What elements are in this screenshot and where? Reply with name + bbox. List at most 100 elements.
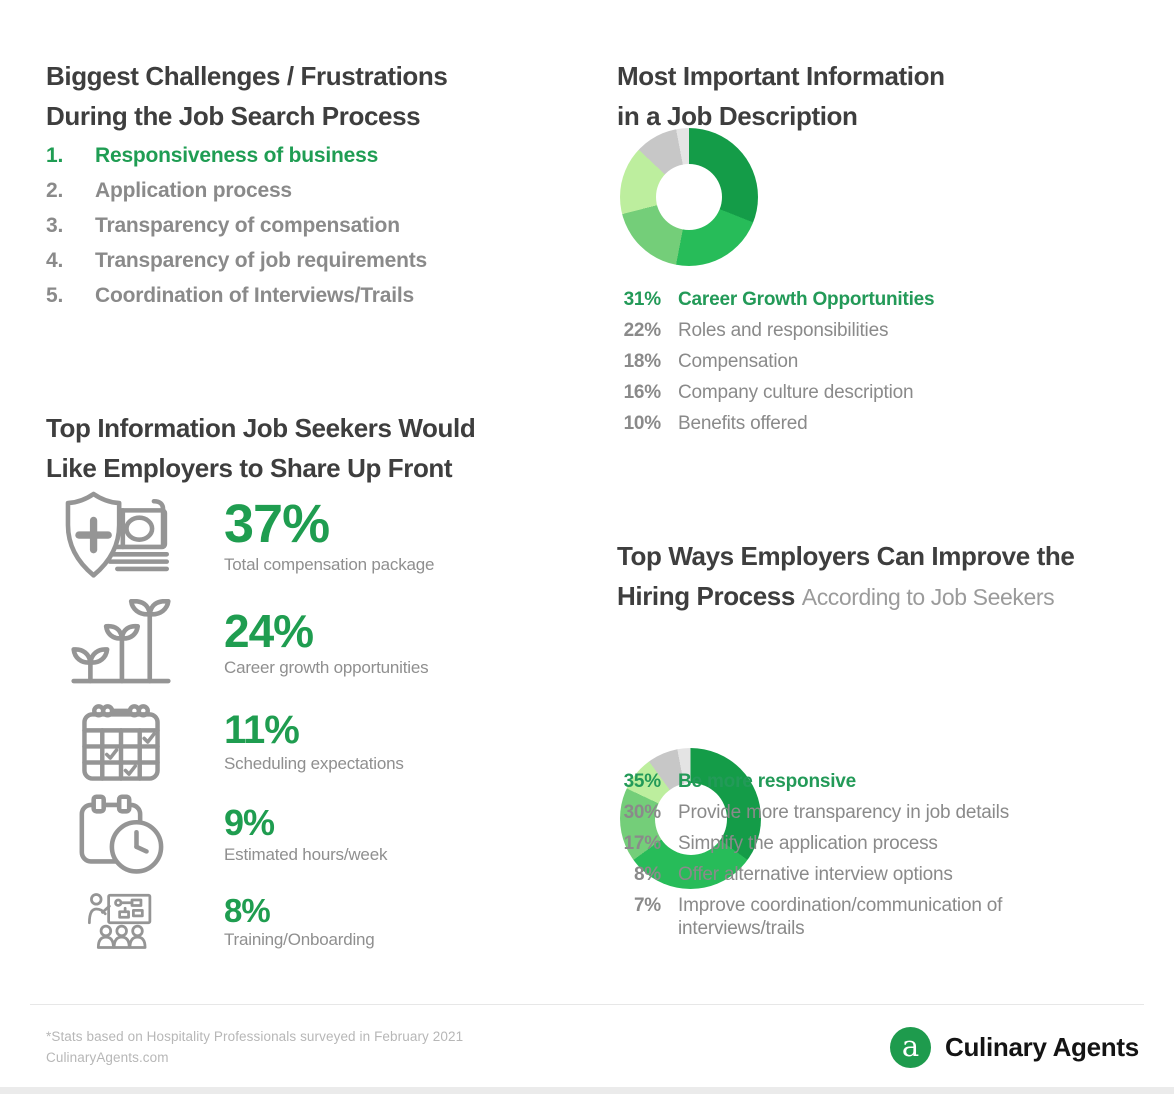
challenge-item: 5. Coordination of Interviews/Trails: [46, 278, 566, 313]
calendar-clock-icon: [46, 794, 196, 876]
legend-row: 17% Simplify the application process: [617, 832, 1077, 855]
share-title-line1: Top Information Job Seekers Would: [46, 412, 476, 443]
job-description-title-line1: Most Important Information: [617, 60, 945, 91]
legend-row: 18% Compensation: [617, 350, 1077, 373]
calendar-checks-icon: [46, 700, 196, 784]
footnote-link[interactable]: CulinaryAgents.com: [46, 1050, 169, 1065]
donut-hole: [654, 782, 727, 855]
donut-hole: [656, 164, 722, 230]
stat-row: 37% Total compensation package: [46, 482, 586, 590]
stat-label: Total compensation package: [224, 555, 435, 575]
donut-chart-job-description: [620, 128, 758, 266]
legend-row: 7% Improve coordination/communication of …: [617, 894, 1077, 940]
challenge-list: 1. Responsiveness of business 2. Applicatio…: [46, 138, 566, 313]
legend-hiring-process: 35% Be more responsive 30% Provide more tra…: [617, 770, 1077, 940]
culinary-agents-logo[interactable]: a Culinary Agents: [890, 1027, 1139, 1068]
donut-chart-hiring-process: [620, 748, 761, 889]
legend-percent: 31%: [623, 289, 662, 310]
stat-label: Scheduling expectations: [224, 753, 404, 773]
stat-label: Career growth opportunities: [224, 657, 429, 677]
stat-percent: 37%: [224, 493, 330, 554]
logo-text: Culinary Agents: [945, 1032, 1139, 1062]
stat-text: 37% Total compensation package: [224, 493, 435, 575]
share-title: Top Information Job Seekers Would Like E…: [46, 408, 586, 488]
growth-plants-icon: [46, 599, 196, 687]
legend-percent: 30%: [623, 802, 662, 823]
footer-divider: [30, 1004, 1144, 1005]
legend-percent: 7%: [633, 895, 661, 916]
legend-job-description: 31% Career Growth Opportunities 22% Roles a…: [617, 288, 1077, 435]
legend-row: 16% Company culture description: [617, 381, 1077, 404]
legend-percent: 18%: [623, 351, 662, 372]
hiring-title-line1: Top Ways Employers Can Improve the: [617, 540, 1075, 571]
shield-money-icon: [46, 487, 196, 585]
section-job-description: Most Important Information in a Job Desc…: [617, 34, 1157, 157]
legend-label: Provide more transparency in job details: [678, 802, 1010, 823]
challenge-item: 4. Transparency of job requirements: [46, 243, 566, 278]
stat-percent: 9%: [224, 802, 275, 844]
challenge-label: Coordination of Interviews/Trails: [95, 283, 414, 307]
stat-row: 11% Scheduling expectations: [46, 696, 586, 788]
job-description-title-line2: in a Job Description: [617, 100, 858, 131]
legend-row: 35% Be more responsive: [617, 770, 1077, 793]
hiring-title-line2-light: According to Job Seekers: [801, 583, 1055, 610]
section-hiring-process: Top Ways Employers Can Improve the Hirin…: [617, 514, 1157, 638]
legend-percent: 35%: [623, 771, 662, 792]
bottom-edge-band: [0, 1087, 1174, 1094]
challenge-label: Transparency of job requirements: [95, 248, 428, 272]
stat-percent: 8%: [224, 891, 271, 929]
footnote-line1: *Stats based on Hospitality Professional…: [46, 1029, 464, 1044]
footnote: *Stats based on Hospitality Professional…: [46, 1026, 463, 1068]
challenges-title-line2: During the Job Search Process: [46, 100, 421, 131]
legend-row: 31% Career Growth Opportunities: [617, 288, 1077, 311]
stat-percent: 24%: [224, 605, 314, 658]
legend-label: Roles and responsibilities: [678, 320, 889, 341]
challenges-title-line1: Biggest Challenges / Frustrations: [46, 60, 448, 91]
legend-row: 8% Offer alternative interview options: [617, 863, 1077, 886]
stat-label: Training/Onboarding: [224, 930, 375, 950]
legend-label: Benefits offered: [678, 413, 808, 434]
stat-row: 9% Estimated hours/week: [46, 788, 586, 882]
challenges-title: Biggest Challenges / Frustrations During…: [46, 56, 566, 136]
share-title-line2: Like Employers to Share Up Front: [46, 452, 453, 483]
stat-label: Estimated hours/week: [224, 844, 388, 864]
section-challenges: Biggest Challenges / Frustrations During…: [46, 34, 566, 307]
challenge-item: 3. Transparency of compensation: [46, 208, 566, 243]
legend-label: Compensation: [678, 351, 799, 372]
challenge-rank: 3.: [46, 213, 64, 237]
stat-row: 8% Training/Onboarding: [46, 882, 586, 962]
challenge-rank: 5.: [46, 283, 64, 307]
legend-label: Simplify the application process: [678, 833, 938, 854]
legend-percent: 17%: [623, 833, 662, 854]
hiring-process-title: Top Ways Employers Can Improve the Hirin…: [617, 536, 1157, 617]
challenge-item: 1. Responsiveness of business: [46, 138, 566, 173]
stat-text: 9% Estimated hours/week: [224, 802, 388, 865]
stat-text: 11% Scheduling expectations: [224, 710, 404, 774]
challenge-item: 2. Application process: [46, 173, 566, 208]
legend-percent: 22%: [623, 320, 662, 341]
legend-label: Improve coordination/communication of in…: [678, 895, 1003, 939]
section-share-up-front: Top Information Job Seekers Would Like E…: [46, 386, 586, 950]
challenge-label: Responsiveness of business: [95, 143, 379, 167]
challenge-rank: 4.: [46, 248, 64, 272]
stat-percent: 11%: [224, 708, 300, 753]
legend-label: Career Growth Opportunities: [678, 289, 935, 310]
training-icon: [46, 892, 196, 952]
challenge-label: Transparency of compensation: [95, 213, 400, 237]
legend-row: 10% Benefits offered: [617, 412, 1077, 435]
stat-text: 24% Career growth opportunities: [224, 605, 429, 678]
stats-list: 37% Total compensation package 24% Career …: [46, 482, 586, 962]
legend-row: 22% Roles and responsibilities: [617, 319, 1077, 342]
logo-a-icon: a: [890, 1027, 931, 1068]
challenge-rank: 1.: [46, 143, 64, 167]
challenge-rank: 2.: [46, 178, 64, 202]
challenge-label: Application process: [95, 178, 292, 202]
stat-row: 24% Career growth opportunities: [46, 590, 586, 696]
legend-percent: 10%: [623, 413, 662, 434]
stat-text: 8% Training/Onboarding: [224, 894, 375, 951]
legend-label: Company culture description: [678, 382, 914, 403]
legend-label: Offer alternative interview options: [678, 864, 953, 885]
legend-percent: 8%: [633, 864, 661, 885]
legend-row: 30% Provide more transparency in job deta…: [617, 801, 1077, 824]
legend-label: Be more responsive: [678, 771, 857, 792]
